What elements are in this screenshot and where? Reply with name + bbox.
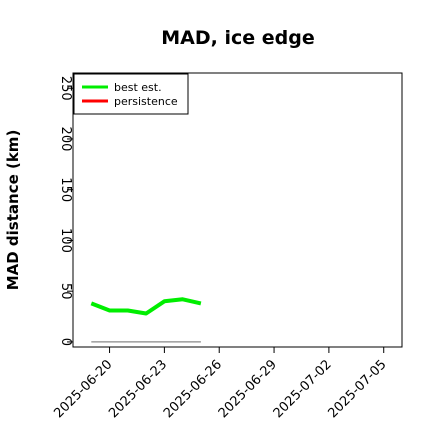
legend-label-best-est: best est. — [114, 81, 162, 94]
legend-box — [73, 73, 189, 115]
x-tick-label-2025-07-02: 2025-07-02 — [271, 357, 335, 421]
y-tick-label-200: 200 — [58, 127, 73, 152]
y-tick-label-50: 50 — [58, 283, 73, 300]
series-line-best-est — [90, 297, 202, 316]
plot-frame — [72, 72, 403, 348]
y-axis-label: MAD distance (km) — [4, 130, 22, 291]
y-axis: 0 50 100 150 200 250 — [58, 76, 73, 346]
y-tick-label-150: 150 — [58, 177, 73, 202]
x-axis: 2025-06-202025-06-232025-06-262025-06-29… — [51, 347, 390, 421]
y-tick-label-100: 100 — [58, 228, 73, 253]
y-tick-label-0: 0 — [58, 338, 73, 346]
chart-title: MAD, ice edge — [161, 27, 314, 49]
legend: best est. persistence — [73, 73, 189, 115]
x-tick-label-2025-06-29: 2025-06-29 — [216, 357, 280, 421]
legend-label-persistence: persistence — [114, 95, 178, 108]
y-tick-label-250: 250 — [58, 76, 73, 101]
x-tick-label-2025-06-20: 2025-06-20 — [51, 357, 115, 421]
x-tick-label-2025-06-23: 2025-06-23 — [106, 357, 170, 421]
x-tick-label-2025-07-05: 2025-07-05 — [326, 357, 390, 421]
x-tick-label-2025-06-26: 2025-06-26 — [161, 357, 225, 421]
series-layer — [90, 297, 202, 343]
